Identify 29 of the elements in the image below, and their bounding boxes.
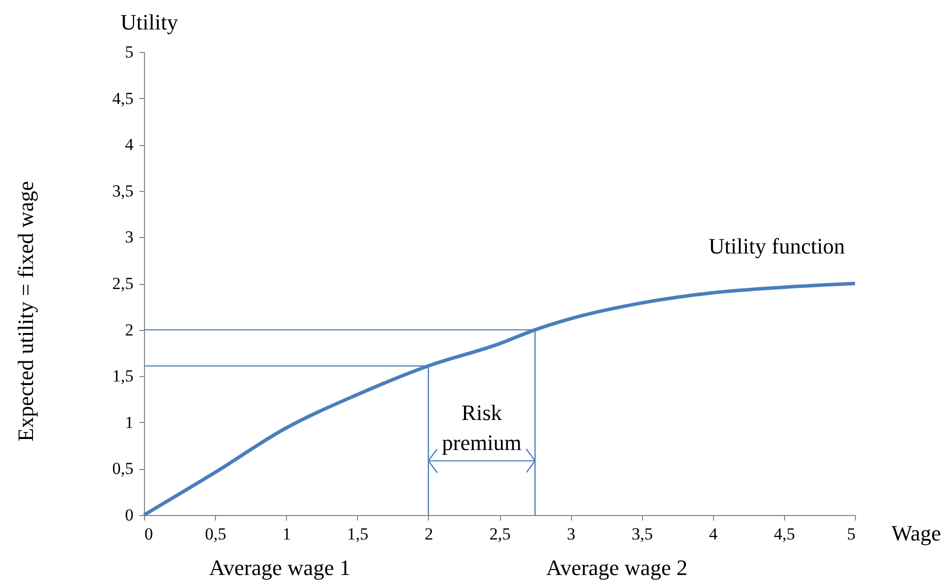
y-tick-label: 1 bbox=[125, 412, 134, 432]
y-tick-label: 1,5 bbox=[112, 366, 134, 386]
x-tick-label: 2,5 bbox=[489, 524, 511, 544]
y-axis-title: Utility bbox=[120, 10, 178, 34]
x-tick-label: 5 bbox=[847, 524, 856, 544]
text: Average wage 1 bbox=[209, 555, 350, 580]
x-axis-title: Wage bbox=[892, 520, 942, 546]
y-tick-label: 2 bbox=[125, 320, 134, 340]
text: Expected utility = fixed wage bbox=[13, 181, 38, 442]
text: Average wage 2 bbox=[546, 555, 688, 580]
x-tick-label: 1 bbox=[282, 524, 291, 544]
annotation: Risk premium bbox=[442, 400, 522, 456]
x-tick-label: 4,5 bbox=[774, 524, 796, 544]
x-tick-label: 2 bbox=[424, 524, 434, 544]
y-tick-label: 0 bbox=[125, 506, 134, 524]
annotation: Utility function bbox=[708, 233, 845, 258]
y-tick-label: 3 bbox=[125, 228, 134, 247]
y-tick-label: 4,5 bbox=[112, 88, 134, 108]
x-tick-label: 4 bbox=[709, 524, 718, 544]
y-tick-label: 4 bbox=[125, 135, 134, 154]
x-tick-label: 0,5 bbox=[204, 524, 226, 544]
y-tick-label: 3,5 bbox=[112, 181, 134, 200]
y-tick-label: 2,5 bbox=[112, 274, 134, 293]
x-tick-label: 1,5 bbox=[347, 524, 368, 544]
y-tick-label: 0,5 bbox=[112, 459, 134, 478]
x-tick-label: 3,5 bbox=[632, 524, 653, 544]
y-tick-label: 5 bbox=[125, 42, 134, 62]
x-tick-label: 3 bbox=[566, 524, 576, 544]
x-tick-label: 0 bbox=[144, 524, 153, 544]
